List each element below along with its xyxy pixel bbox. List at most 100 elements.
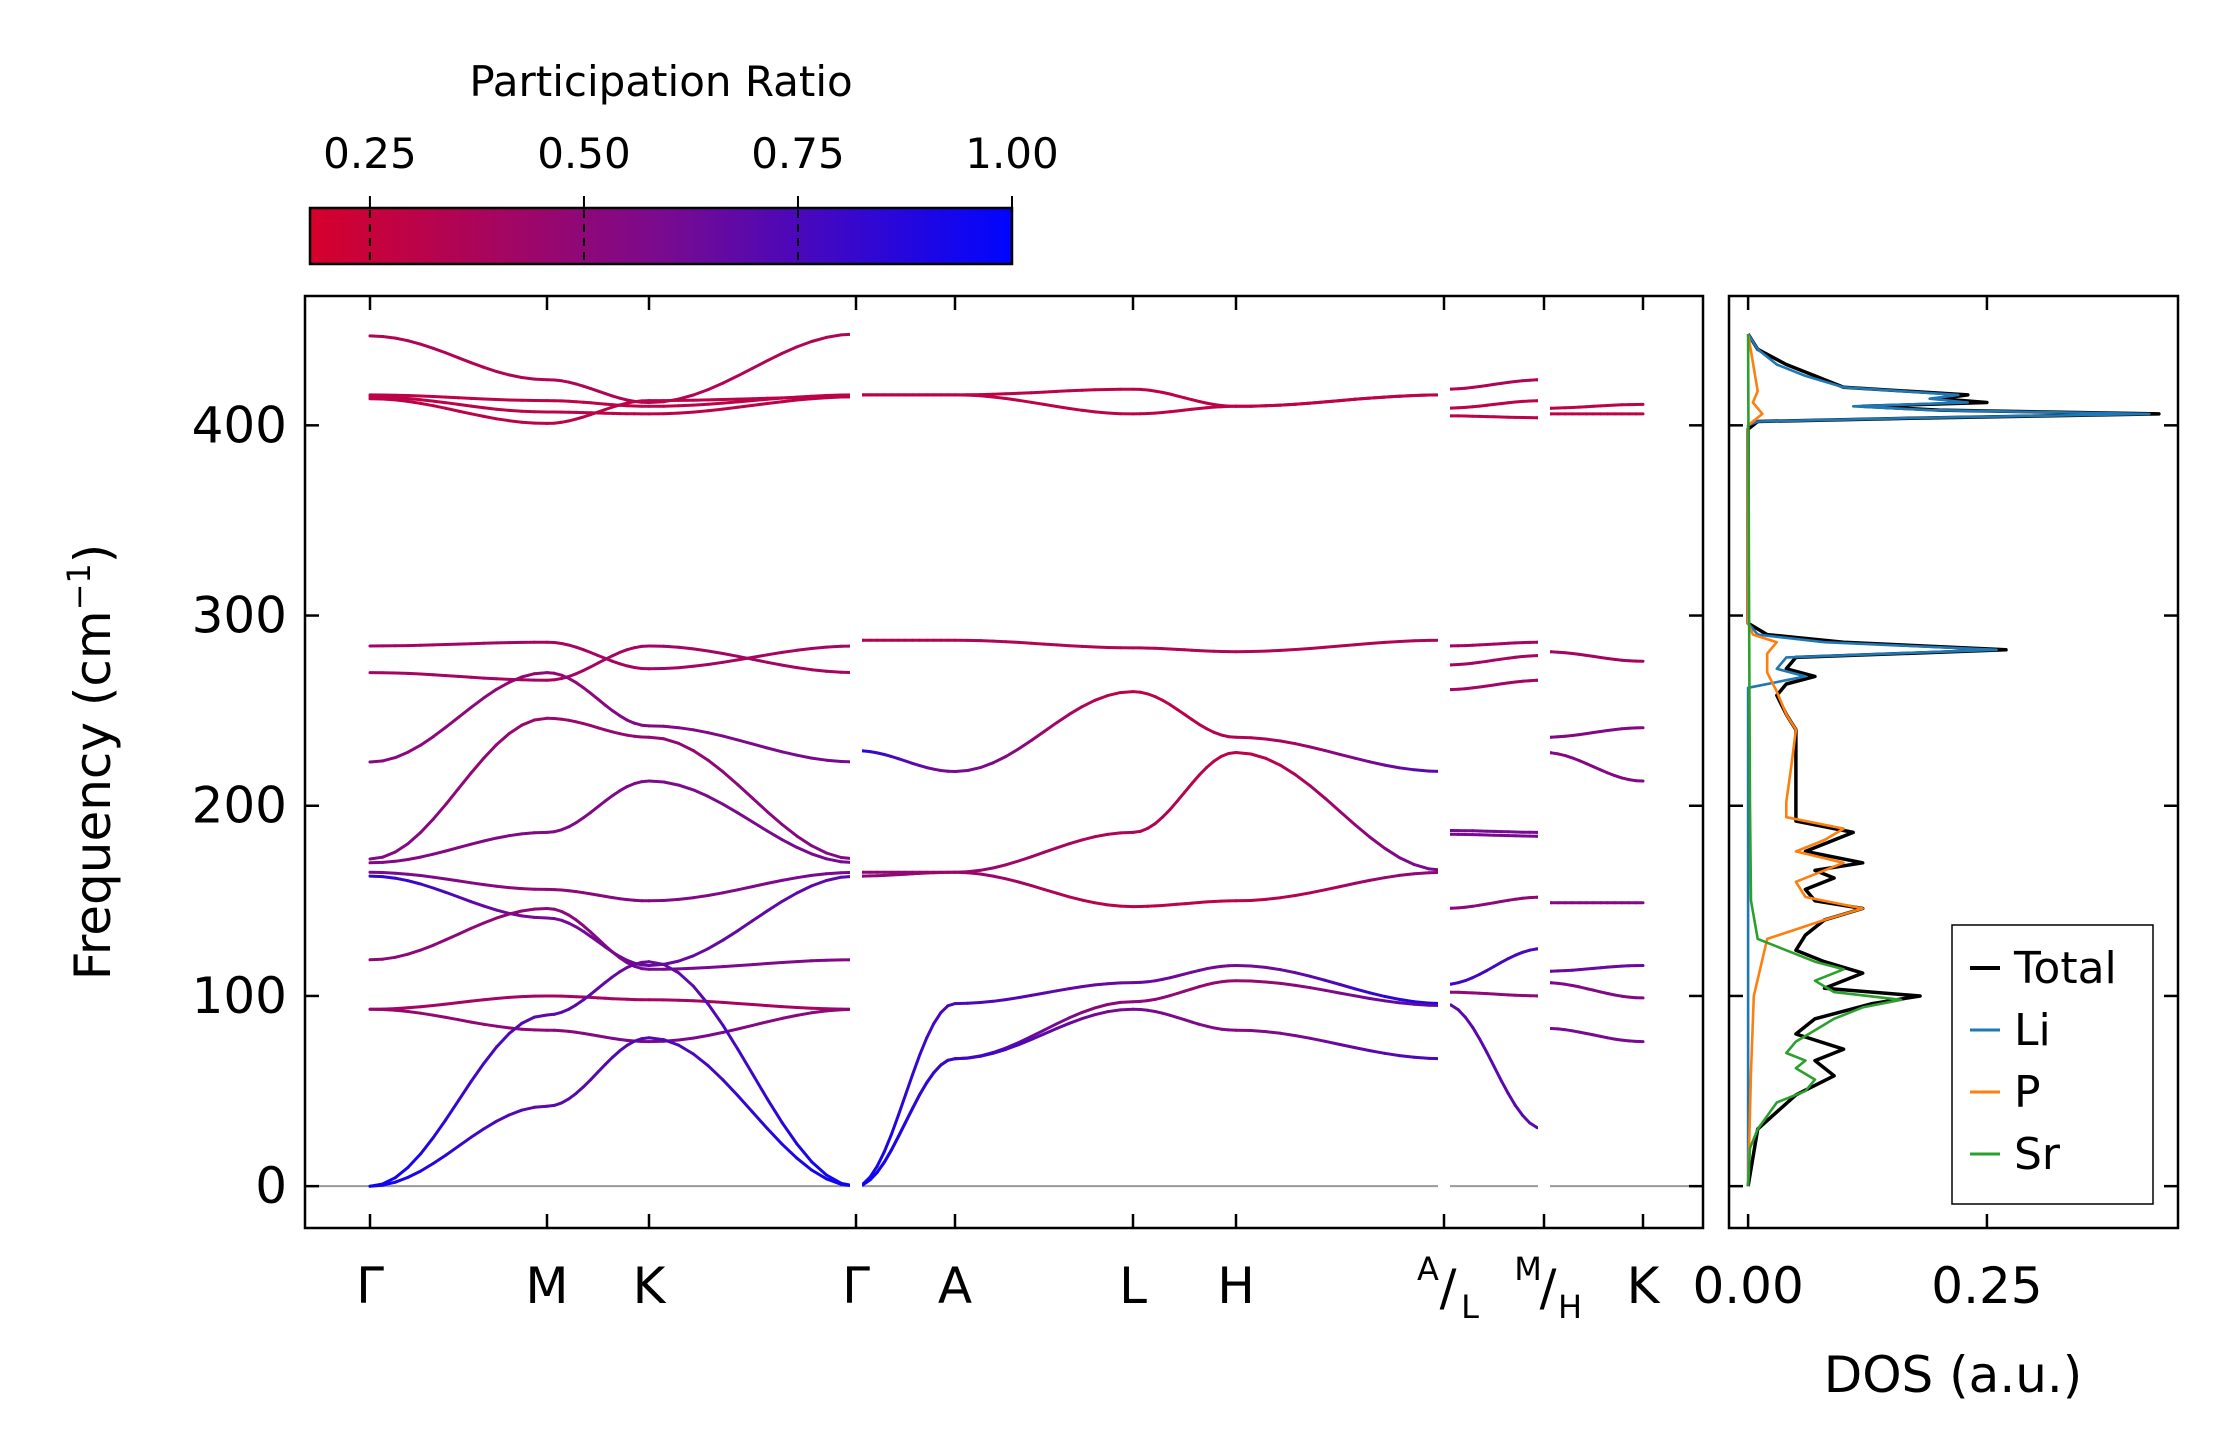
band-mark [1397, 997, 1416, 1004]
band-mark [381, 395, 397, 400]
band-mark [611, 1049, 622, 1059]
band-mark [706, 1000, 725, 1004]
band-mark [419, 401, 435, 408]
band-mark [780, 345, 799, 355]
band-mark [494, 908, 511, 915]
band-b45 [1542, 981, 1645, 1000]
band-mark [1029, 850, 1046, 859]
band-mark [795, 1011, 814, 1017]
band-mark [1017, 1035, 1033, 1045]
band-b23 [854, 964, 1446, 1188]
band-mark [1338, 991, 1357, 998]
band-mark [520, 718, 536, 727]
band-mark [706, 660, 725, 666]
x-tick-label-lower: L [1461, 1288, 1479, 1326]
x-tick-label: A [938, 1257, 972, 1315]
band-mark [795, 1006, 814, 1010]
band-mark [457, 409, 473, 416]
band-mark [393, 1175, 410, 1184]
band-mark [482, 406, 498, 411]
band-mark [444, 395, 460, 400]
band-mark [469, 881, 486, 887]
band-mark [736, 738, 754, 746]
band-mark [896, 1093, 907, 1117]
band-mark [736, 1094, 754, 1114]
band-mark [574, 1085, 585, 1095]
band-mark [1055, 389, 1071, 393]
band-mark [603, 794, 615, 803]
band-mark [991, 863, 1008, 870]
band-mark [596, 799, 607, 809]
band-mark [431, 875, 448, 881]
band-mark [482, 997, 498, 1002]
band-mark [1308, 784, 1327, 800]
band-mark [419, 1004, 435, 1009]
band-mark [393, 336, 410, 343]
colorbar-tick-label: 1.00 [965, 129, 1059, 178]
band-mark [507, 408, 524, 413]
band-mark [647, 1036, 666, 1042]
band-mark [1249, 752, 1268, 760]
band-mark [469, 921, 486, 930]
band-mark [406, 1010, 423, 1015]
band-mark [1055, 643, 1071, 648]
band-b1 [368, 332, 858, 404]
band-mark [795, 884, 814, 895]
band-mark [532, 1104, 549, 1109]
dos-x-tick-label: 0.25 [1931, 1257, 2042, 1315]
band-mark [736, 783, 754, 800]
band-mark [532, 671, 549, 676]
band-mark [706, 381, 725, 392]
band-mark [1017, 1038, 1033, 1047]
band-mark [662, 897, 681, 902]
band-mark [991, 395, 1008, 400]
dos-axes-frame [1727, 294, 2180, 1230]
band-mark [810, 1168, 828, 1181]
band-mark [393, 398, 410, 403]
band-mark [1067, 407, 1084, 412]
band-mark [978, 1051, 995, 1058]
band-mark [810, 335, 828, 343]
band-mark [457, 895, 473, 904]
band-mark [1042, 402, 1059, 408]
band-mark [482, 1045, 498, 1065]
band-mark [1412, 871, 1431, 876]
y-tick-label: 100 [192, 967, 287, 1025]
band-b10 [368, 870, 858, 903]
band-mark [904, 1106, 915, 1124]
band-mark [765, 1097, 784, 1125]
band-b11 [368, 874, 858, 967]
band-mark [507, 909, 524, 916]
band-mark [978, 639, 995, 643]
dos-x-axis-label: DOS (a.u.) [1824, 1346, 2083, 1404]
band-mark [1279, 968, 1297, 975]
band-mark [677, 954, 695, 963]
band-mark [1412, 393, 1431, 397]
legend-label: Total [2013, 943, 2117, 994]
band-mark [1412, 768, 1431, 773]
band-mark [1353, 756, 1372, 764]
band-axes-frame [303, 294, 1705, 1230]
band-mark [406, 397, 423, 402]
band-mark [1397, 856, 1416, 867]
band-y-axis-label-main: Frequency (cm [64, 610, 122, 980]
band-mark [1004, 397, 1021, 402]
band-mark [736, 399, 754, 404]
band-mark [751, 881, 769, 889]
band-mark [810, 844, 828, 855]
x-tick-label: Γ [356, 1257, 384, 1315]
band-mark [482, 916, 498, 925]
band-mark [431, 346, 448, 355]
band-mark [1118, 1007, 1135, 1012]
band-mark [1004, 996, 1021, 1002]
band-mark [662, 666, 681, 670]
band-mark [444, 890, 460, 899]
band-mark [824, 393, 843, 397]
band-mark [444, 1099, 460, 1122]
band-mark [406, 1169, 423, 1179]
band-mark [1160, 808, 1172, 819]
band-mark [991, 755, 1008, 765]
band-mark [780, 1013, 799, 1020]
band-mark [444, 401, 460, 406]
band-mark [596, 697, 607, 707]
